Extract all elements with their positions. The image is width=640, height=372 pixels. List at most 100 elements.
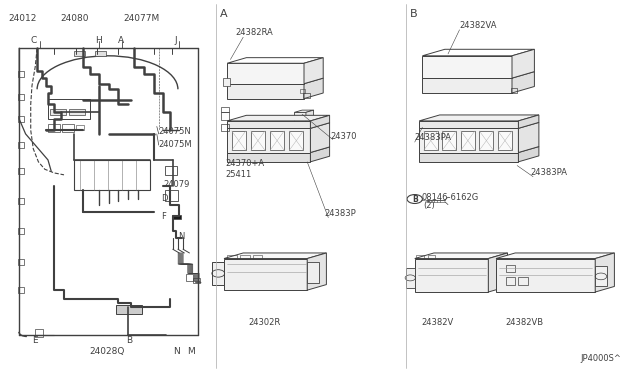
Polygon shape (595, 266, 607, 286)
Text: N: N (178, 232, 184, 241)
Bar (300, 89, 305, 93)
Polygon shape (224, 253, 326, 259)
Bar (498, 131, 512, 150)
Text: 24370: 24370 (330, 132, 356, 141)
Polygon shape (227, 147, 330, 153)
Bar (221, 124, 229, 131)
Bar (270, 131, 284, 150)
Text: M: M (187, 347, 195, 356)
Bar (416, 255, 424, 259)
Text: 08146-6162G: 08146-6162G (421, 193, 478, 202)
Text: 24079: 24079 (163, 180, 189, 189)
Bar (251, 131, 265, 150)
Polygon shape (227, 128, 310, 153)
Polygon shape (496, 259, 595, 292)
Polygon shape (419, 128, 518, 153)
Bar (289, 131, 303, 150)
Bar (506, 277, 515, 285)
Text: A: A (118, 36, 125, 45)
Text: 24028Q: 24028Q (90, 347, 125, 356)
Text: 24302R: 24302R (248, 318, 280, 327)
Polygon shape (227, 115, 330, 121)
Polygon shape (422, 49, 534, 56)
Text: D: D (161, 195, 168, 203)
Bar (18, 287, 24, 293)
Bar (18, 198, 24, 204)
Polygon shape (227, 84, 304, 99)
Polygon shape (304, 78, 323, 99)
Text: 24383PA: 24383PA (530, 168, 567, 177)
Text: 24077M: 24077M (123, 14, 159, 23)
Bar (18, 228, 24, 234)
Text: 24382V: 24382V (421, 318, 453, 327)
Polygon shape (422, 72, 534, 78)
Text: 24383PA: 24383PA (415, 133, 452, 142)
Polygon shape (518, 147, 539, 162)
Polygon shape (488, 253, 508, 292)
Polygon shape (227, 58, 323, 63)
Polygon shape (310, 147, 330, 162)
Polygon shape (307, 253, 326, 290)
Bar (172, 215, 181, 219)
Polygon shape (518, 115, 539, 128)
Bar (165, 166, 177, 175)
Polygon shape (419, 115, 539, 121)
Text: 24012: 24012 (8, 14, 36, 23)
Bar (74, 160, 150, 190)
Polygon shape (512, 72, 534, 93)
Text: E: E (32, 336, 38, 345)
Bar (461, 131, 475, 150)
Bar (296, 123, 304, 127)
Polygon shape (227, 123, 330, 128)
Text: 24382VB: 24382VB (506, 318, 544, 327)
Text: B: B (412, 195, 417, 203)
Text: F: F (161, 212, 166, 221)
Text: B: B (126, 336, 132, 345)
Text: 25411: 25411 (225, 170, 252, 179)
Text: N: N (173, 347, 180, 356)
Polygon shape (419, 147, 539, 153)
Bar (232, 131, 246, 150)
Polygon shape (294, 112, 306, 124)
Text: 24383P: 24383P (324, 209, 356, 218)
Bar (303, 93, 310, 98)
Bar (18, 259, 24, 265)
Bar (76, 125, 84, 130)
Polygon shape (227, 63, 304, 84)
Text: H: H (95, 36, 102, 45)
Bar (442, 131, 456, 150)
Polygon shape (415, 259, 488, 292)
Bar (18, 116, 24, 122)
Bar (48, 99, 90, 119)
Bar (18, 142, 24, 148)
Bar (221, 107, 229, 112)
Bar (223, 78, 230, 86)
Bar (50, 109, 66, 115)
Polygon shape (518, 122, 539, 153)
Polygon shape (422, 78, 512, 93)
Text: B: B (410, 9, 417, 19)
Bar (240, 255, 250, 259)
Polygon shape (310, 123, 330, 153)
Bar (95, 51, 106, 56)
Polygon shape (304, 58, 323, 84)
Polygon shape (512, 49, 534, 78)
Text: 24080: 24080 (61, 14, 90, 23)
Bar (307, 262, 319, 283)
Polygon shape (595, 253, 614, 292)
Bar (18, 168, 24, 174)
Text: 24075M: 24075M (159, 140, 193, 149)
Text: C: C (31, 36, 37, 45)
Bar (18, 71, 24, 77)
Polygon shape (294, 110, 314, 112)
Polygon shape (224, 259, 307, 290)
Polygon shape (227, 121, 310, 128)
Text: 24382VA: 24382VA (460, 21, 497, 30)
Bar (479, 131, 493, 150)
Polygon shape (419, 121, 518, 128)
Polygon shape (422, 56, 512, 78)
Bar (518, 277, 528, 285)
Bar (165, 190, 178, 201)
Bar (48, 124, 60, 132)
Polygon shape (227, 78, 323, 84)
